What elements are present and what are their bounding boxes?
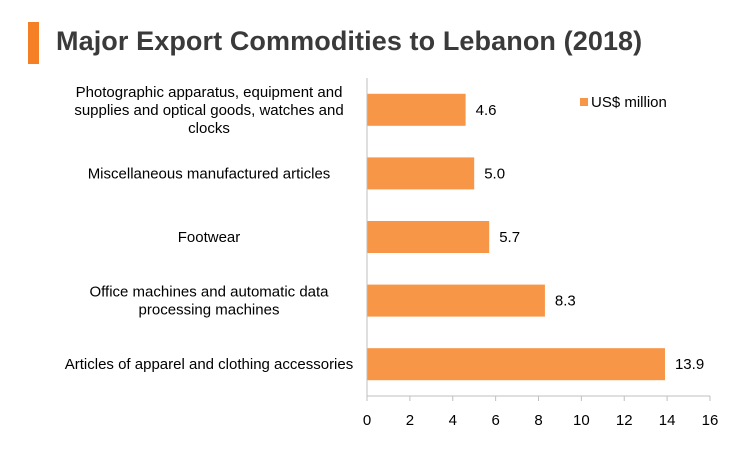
x-tick-label-8: 8 xyxy=(534,412,542,429)
x-tick-label-12: 12 xyxy=(616,412,633,429)
category-label-3: Footwear xyxy=(178,229,241,246)
bar-3 xyxy=(367,221,490,253)
bar-4 xyxy=(367,284,545,317)
x-tick-label-4: 4 xyxy=(449,412,457,429)
chart-title: Major Export Commodities to Lebanon (201… xyxy=(56,26,643,56)
bar-5 xyxy=(367,348,665,381)
legend-swatch xyxy=(580,98,588,106)
x-tick-label-10: 10 xyxy=(573,412,590,429)
data-label-4: 8.3 xyxy=(555,293,576,310)
bar-1 xyxy=(367,93,466,126)
data-label-3: 5.7 xyxy=(499,229,520,246)
x-tick-label-16: 16 xyxy=(702,412,719,429)
category-label-2: Miscellaneous manufactured articles xyxy=(88,165,331,182)
data-label-1: 4.6 xyxy=(476,102,497,119)
x-tick-label-14: 14 xyxy=(659,412,676,429)
category-label-1: Photographic apparatus, equipment and sup… xyxy=(74,84,343,137)
x-tick-label-6: 6 xyxy=(491,412,499,429)
data-label-2: 5.0 xyxy=(484,165,505,182)
data-label-5: 13.9 xyxy=(675,356,704,373)
x-tick-label-0: 0 xyxy=(363,412,371,429)
title-accent-bar xyxy=(28,22,39,64)
bar-2 xyxy=(367,157,475,190)
legend-label: US$ million xyxy=(591,94,667,111)
category-label-5: Articles of apparel and clothing accesso… xyxy=(65,356,354,373)
category-label-4: Office machines and automatic data proces… xyxy=(89,284,329,319)
x-tick-label-2: 2 xyxy=(406,412,414,429)
